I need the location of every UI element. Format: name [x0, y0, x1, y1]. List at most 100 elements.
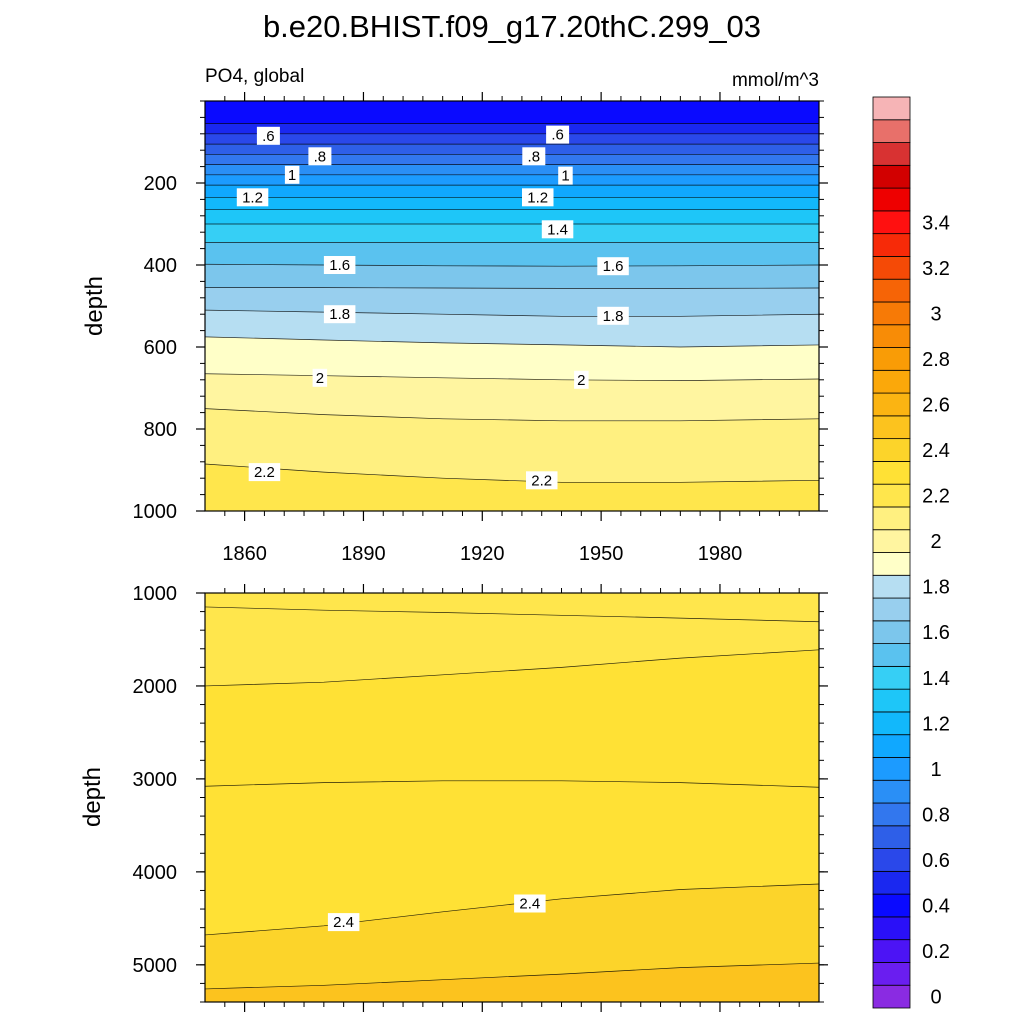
contour-label-text: 1.4 [547, 221, 568, 238]
contour-label: 2.2 [526, 471, 558, 490]
colorbar-swatch [872, 916, 911, 941]
contour-label-text: .6 [262, 128, 275, 145]
colorbar-swatch [872, 301, 911, 326]
colorbar-swatch [872, 711, 911, 736]
contour-label-text: .6 [551, 127, 564, 144]
colorbar-swatch [872, 848, 911, 872]
contour-label-box [236, 188, 269, 207]
colorbar-swatch [872, 483, 911, 508]
colorbar-tick-label: 0.6 [922, 850, 950, 872]
y-tick-label: 400 [144, 255, 177, 277]
contour-label: 1.2 [522, 188, 554, 207]
contour-label-box [323, 256, 356, 274]
x-tick-label: 1980 [698, 543, 743, 565]
colorbar-swatch [872, 688, 911, 713]
colorbar-swatch [872, 734, 911, 758]
contour-label-text: .8 [314, 148, 327, 165]
contour-label-text: 2 [316, 370, 324, 387]
contour-label-text: 2.4 [519, 896, 540, 913]
contour-label-box [248, 463, 281, 482]
colorbar-swatch [872, 164, 911, 189]
colorbar-swatch [872, 210, 911, 235]
contour-label-box [558, 166, 573, 185]
lower-y-axis-label: depth [79, 767, 106, 827]
colorbar-swatch [872, 893, 911, 918]
colorbar-swatch [872, 529, 911, 553]
contour-line [205, 962, 819, 990]
contour-label: .8 [522, 147, 546, 166]
contour-line [205, 408, 819, 422]
contour-label-box [541, 220, 574, 239]
contour-band [205, 464, 819, 511]
contour-label: 2 [574, 370, 589, 389]
contour-label: 1 [558, 166, 573, 185]
colorbar-swatch [872, 939, 911, 963]
contour-label-box [256, 126, 280, 145]
colorbar-tick-label: 1.8 [922, 577, 950, 599]
colorbar-tick-label: 2.4 [922, 440, 950, 462]
contour-line [205, 780, 819, 788]
contour-label: .6 [546, 125, 570, 144]
contour-label: 2.4 [514, 894, 546, 913]
contour-label-box [522, 188, 554, 207]
x-tick-label: 1860 [222, 543, 267, 565]
colorbar: 0 0.2 0.4 0.6 0.8 1 1.2 1.4 1.6 1.8 2 2.2 2.4 2.6 2.8 3… [872, 96, 950, 1009]
contour-label: 1.6 [323, 256, 356, 274]
contour-label-box [308, 147, 332, 166]
upper-panel-frame [204, 100, 820, 512]
colorbar-swatch [872, 984, 911, 1009]
contour-band [205, 963, 819, 1002]
x-tick-label: 1950 [579, 543, 624, 565]
y-tick-label: 1000 [133, 583, 178, 605]
colorbar-swatch [872, 825, 911, 849]
contour-label: 1.4 [541, 220, 574, 239]
contour-label-text: 1.8 [603, 308, 624, 325]
colorbar-swatch [872, 757, 911, 781]
contour-label: .8 [308, 147, 332, 166]
colorbar-tick-label: 1.6 [922, 622, 950, 644]
colorbar-swatch [872, 665, 911, 690]
contour-label: 1.6 [597, 257, 629, 276]
y-tick-label: 2000 [133, 676, 178, 698]
x-tick-label: 1890 [341, 543, 386, 565]
colorbar-swatch [872, 415, 911, 440]
colorbar-swatch [872, 779, 911, 804]
variable-label: PO4, global [205, 66, 304, 87]
contour-label-box [597, 306, 629, 325]
contour-label-box [574, 370, 589, 389]
contour-line [205, 373, 819, 381]
colorbar-tick-label: 1.2 [922, 713, 950, 735]
colorbar-tick-label: 1.4 [922, 668, 950, 690]
contour-label-box [526, 471, 558, 490]
contour-line [205, 883, 819, 936]
colorbar-tick-label: 2.8 [922, 349, 950, 371]
contour-label: 2.2 [248, 463, 281, 482]
contour-label-text: 1.2 [242, 189, 263, 206]
contour-label-text: 2.2 [531, 472, 552, 489]
y-tick-label: 5000 [133, 955, 178, 977]
contour-line [205, 336, 819, 348]
colorbar-tick-label: 3 [930, 303, 941, 325]
colorbar-swatch [872, 96, 911, 121]
colorbar-swatch [872, 597, 911, 622]
colorbar-tick-label: 0.8 [922, 804, 950, 826]
contour-line [205, 649, 819, 687]
colorbar-tick-label: 2.2 [922, 486, 950, 508]
y-tick-label: 200 [144, 173, 177, 195]
colorbar-tick-label: 3.4 [922, 212, 950, 234]
contour-label-box [514, 894, 546, 913]
contour-label-text: 1.6 [329, 257, 350, 274]
colorbar-swatch [872, 278, 911, 303]
contour-label-text: 1 [561, 168, 569, 185]
contour-label-text: 2.2 [254, 464, 275, 481]
units-label: mmol/m^3 [732, 70, 819, 91]
contour-line [205, 287, 819, 289]
colorbar-swatch [872, 620, 911, 645]
contour-label-text: 1.2 [527, 189, 548, 206]
contour-label: 1.2 [236, 188, 269, 207]
colorbar-swatch [872, 119, 911, 143]
contour-label-box [323, 305, 356, 324]
contour-line [205, 309, 819, 317]
colorbar-swatch [872, 460, 911, 485]
